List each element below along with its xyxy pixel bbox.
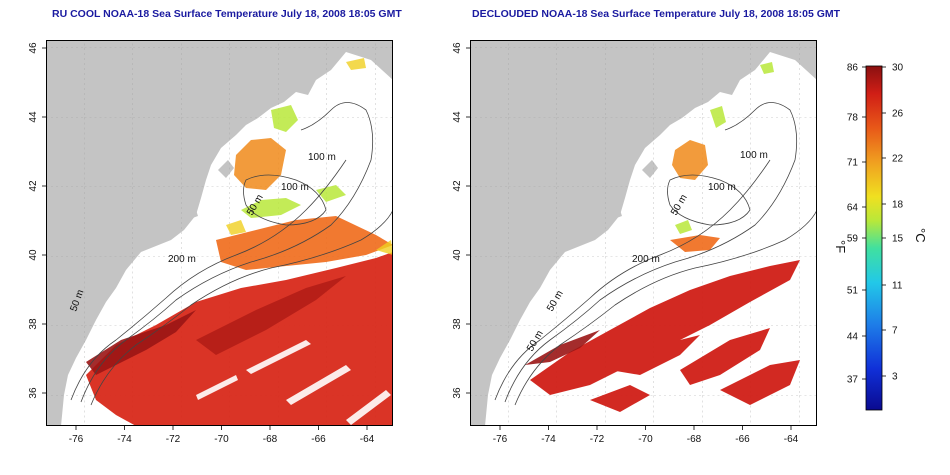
- celsius-tick-label: 22: [892, 154, 904, 165]
- lon-tick-label: -74: [117, 434, 132, 445]
- fahrenheit-tick-label: 44: [847, 332, 859, 343]
- depth-label: 100 m: [308, 152, 336, 163]
- sst-shelf-orange: [216, 216, 393, 270]
- lon-tick-label: -68: [687, 434, 702, 445]
- lon-tick-label: -70: [638, 434, 653, 445]
- celsius-tick-label: 26: [892, 109, 904, 120]
- lon-tick-label: -74: [541, 434, 556, 445]
- lat-tick-label: 44: [452, 111, 463, 123]
- lon-tick-label: -76: [69, 434, 84, 445]
- celsius-tick-label: 7: [892, 326, 898, 337]
- lon-tick-label: -72: [590, 434, 605, 445]
- depth-contour-200m: [90, 209, 393, 406]
- lat-tick-label: 36: [452, 387, 463, 399]
- lon-tick-label: -66: [311, 434, 326, 445]
- lon-tick-label: -64: [784, 434, 799, 445]
- lon-tick-label: -66: [735, 434, 750, 445]
- depth-contour-50m: [70, 159, 347, 401]
- lat-tick-label: 38: [28, 318, 39, 330]
- map-frame: [46, 40, 393, 426]
- depth-contour-georges: [667, 174, 751, 226]
- left-map-title: RU COOL NOAA-18 Sea Surface Temperature …: [52, 8, 402, 20]
- sst-cool-patches: [241, 105, 346, 218]
- colorbar-ticks: 86 78 71 64 59 51 44 37 30 26 22 18 15 11 7 3: [847, 63, 904, 386]
- lat-tick-label: 40: [452, 249, 463, 261]
- map-frame: [470, 40, 817, 426]
- lat-tick-label: 38: [452, 318, 463, 330]
- lat-tick-label: 44: [28, 111, 39, 123]
- celsius-tick-label: 3: [892, 372, 898, 383]
- lon-tick-label: -76: [493, 434, 508, 445]
- lon-tick-label: -72: [166, 434, 181, 445]
- celsius-label: °C: [913, 228, 928, 243]
- celsius-tick-label: 11: [892, 281, 903, 292]
- celsius-tick-label: 30: [892, 63, 904, 74]
- sst-hot-band-2: [196, 276, 346, 355]
- sst-hot-band: [86, 310, 196, 375]
- fahrenheit-tick-label: 78: [847, 113, 859, 124]
- sst-gulf-of-maine: [234, 138, 286, 190]
- depth-label: 100 m: [281, 182, 309, 193]
- lat-tick-label: 36: [28, 387, 39, 399]
- fahrenheit-tick-label: 64: [847, 203, 859, 214]
- sst-shelf-orange: [670, 235, 720, 252]
- lon-tick-label: -70: [214, 434, 229, 445]
- fahrenheit-tick-label: 51: [847, 286, 859, 297]
- depth-contour-50m: [494, 159, 771, 401]
- fahrenheit-tick-label: 86: [847, 63, 859, 74]
- lat-tick-label: 46: [452, 42, 463, 54]
- sst-gulf-of-maine: [672, 140, 708, 180]
- lon-tick-label: -64: [360, 434, 375, 445]
- celsius-tick-label: 18: [892, 200, 904, 211]
- depth-label: 100 m: [708, 182, 736, 193]
- fahrenheit-tick-label: 59: [847, 234, 859, 245]
- temperature-colorbar: [865, 65, 883, 411]
- celsius-tick-label: 15: [892, 234, 904, 245]
- right-sst-map: 100 m 100 m 50 m 200 m 50 m 50 m: [470, 40, 817, 426]
- depth-contour-200m: [514, 209, 817, 406]
- lat-tick-label: 40: [28, 249, 39, 261]
- lat-tick-label: 42: [452, 180, 463, 192]
- lon-tick-label: -68: [263, 434, 278, 445]
- depth-contour-100m: [504, 102, 798, 403]
- depth-label: 100 m: [740, 150, 768, 161]
- fahrenheit-label: °F: [833, 240, 848, 253]
- lat-tick-label: 42: [28, 180, 39, 192]
- depth-label: 200 m: [632, 254, 660, 265]
- depth-label: 200 m: [168, 254, 196, 265]
- right-map-title: DECLOUDED NOAA-18 Sea Surface Temperatur…: [472, 8, 841, 20]
- fahrenheit-tick-label: 37: [847, 375, 859, 386]
- depth-contour-100m: [80, 102, 374, 403]
- sst-hot-band: [525, 330, 600, 365]
- lat-tick-label: 46: [28, 42, 39, 54]
- left-sst-map: 100 m 100 m 50 m 200 m 50 m: [46, 40, 393, 426]
- fahrenheit-tick-label: 71: [847, 158, 859, 169]
- sst-warm-blobs: [530, 260, 800, 412]
- depth-contour-georges: [243, 174, 327, 226]
